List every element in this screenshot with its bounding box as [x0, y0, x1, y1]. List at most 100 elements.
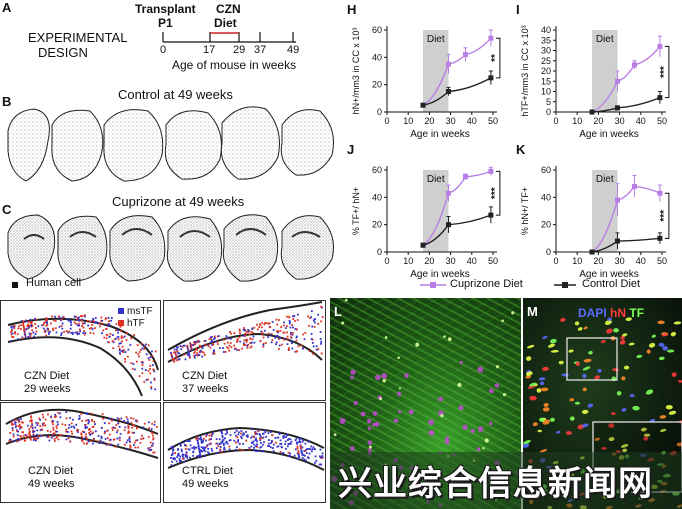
cell-dot-g	[313, 448, 316, 451]
cell-dot-f	[65, 438, 68, 441]
y-axis-label: hTF+/mm3 in CC x 10³	[520, 25, 530, 116]
cell-dot-f	[87, 422, 90, 425]
cell-dot-d	[69, 327, 72, 330]
cell-dot-e	[294, 320, 296, 322]
cell-dot-d	[43, 330, 46, 333]
cell-dot-d	[46, 319, 49, 321]
diet-band	[423, 30, 449, 112]
cell-dot-d	[120, 337, 123, 339]
cell-dot-d	[108, 320, 110, 322]
cell-dot-e	[248, 329, 250, 332]
cell-dot-d	[70, 332, 73, 334]
cell-dot-f	[83, 431, 85, 434]
fluorescent-cell	[558, 360, 564, 365]
y-axis-label: % hN+/ TF+	[520, 187, 530, 235]
cell-dot-d	[27, 323, 30, 326]
cell-dot-f	[136, 420, 139, 423]
map-g-caption: CTRL Diet 49 weeks	[182, 465, 233, 491]
h-legend-label: hTF	[127, 318, 145, 329]
x-axis-label: Age in weeks	[410, 269, 469, 280]
cell-dot-g	[286, 445, 289, 448]
cell-dot-d	[101, 332, 103, 335]
cell-dot-f	[57, 411, 60, 414]
cell-dot-d	[51, 315, 53, 318]
cell-dot-f	[37, 437, 40, 439]
cell-dot-e	[201, 350, 204, 353]
cell-dot-e	[238, 349, 241, 351]
cell-dot-d	[118, 347, 121, 350]
cell-dot-e	[261, 331, 264, 334]
cell-dot-f	[50, 416, 53, 419]
cell-dot-f	[104, 438, 107, 440]
fluorescent-cell	[662, 333, 668, 337]
fluorescent-cell	[597, 368, 602, 373]
cell-dot-d	[151, 350, 153, 353]
cell-dot-d	[133, 334, 136, 336]
cell-dot-g	[307, 457, 310, 460]
cell-dot-g	[257, 430, 260, 433]
cell-dot-e	[260, 333, 263, 336]
cell-dot-f	[124, 426, 127, 429]
cell-dot-d	[21, 337, 24, 340]
control-title: Control at 49 weeks	[118, 87, 233, 102]
cell-dot-d	[57, 315, 60, 318]
cell-dot-d	[92, 317, 94, 320]
cell-dot-f	[32, 439, 35, 442]
cell-dot-f	[137, 446, 140, 449]
cuprizone-brain-section-1	[7, 214, 56, 280]
fluorescent-cell	[523, 443, 530, 448]
cell-dot-f	[118, 418, 121, 421]
cell-dot-g	[199, 449, 202, 452]
cell-dot-e	[270, 341, 273, 344]
cell-dot-d	[151, 355, 154, 357]
cell-dot-f	[84, 423, 87, 426]
cell-dot-g	[246, 435, 249, 438]
cell-dot-e	[211, 344, 214, 346]
cell-dot-e	[295, 328, 298, 331]
fluorescent-cell	[677, 380, 682, 383]
y-tick-label: 40	[541, 192, 551, 202]
cell-dot-e	[292, 318, 295, 320]
cell-dot-f	[153, 420, 156, 423]
cell-dot-d	[125, 339, 128, 341]
x-tick-label: 30	[615, 116, 625, 126]
cell-dot-g	[206, 444, 209, 447]
cell-dot-f	[110, 419, 113, 422]
cell-dot-e	[189, 345, 192, 347]
cell-dot-e	[222, 338, 225, 341]
cell-dot-f	[148, 427, 151, 430]
cell-dot-g	[280, 442, 283, 445]
cell-dot-g	[281, 452, 284, 454]
cell-dot-d	[154, 350, 157, 353]
cell-dot-g	[235, 429, 238, 432]
cell-dot-f	[147, 436, 150, 438]
cell-dot-e	[208, 338, 211, 341]
cell-dot-f	[70, 430, 73, 433]
cell-dot-e	[284, 327, 287, 329]
cell-dot-g	[287, 438, 290, 440]
diet-band	[592, 170, 618, 252]
cell-dot-f	[126, 448, 129, 451]
cell-dot-e	[183, 353, 186, 356]
fluorescent-cell	[560, 317, 566, 322]
cell-dot-g	[180, 450, 183, 453]
cell-dot-g	[223, 444, 225, 447]
cell-dot-f	[88, 427, 91, 430]
cell-dot-f	[119, 433, 122, 435]
x-tick-label: 20	[593, 256, 603, 266]
magenta-cell	[374, 421, 380, 427]
cell-dot-d	[83, 333, 86, 336]
cell-dot-e	[184, 358, 187, 361]
cell-dot-f	[55, 436, 58, 439]
cell-dot-d	[124, 360, 126, 363]
cell-dot-e	[310, 338, 313, 340]
cell-dot-d	[127, 348, 130, 351]
watermark-banner-bg	[330, 452, 682, 509]
cell-dot-e	[176, 350, 179, 353]
fluorescent-cell	[543, 402, 549, 407]
cell-dot-d	[73, 321, 76, 324]
cell-dot-g	[297, 454, 300, 456]
cell-dot-g	[171, 449, 174, 452]
cell-dot-g	[319, 455, 321, 458]
